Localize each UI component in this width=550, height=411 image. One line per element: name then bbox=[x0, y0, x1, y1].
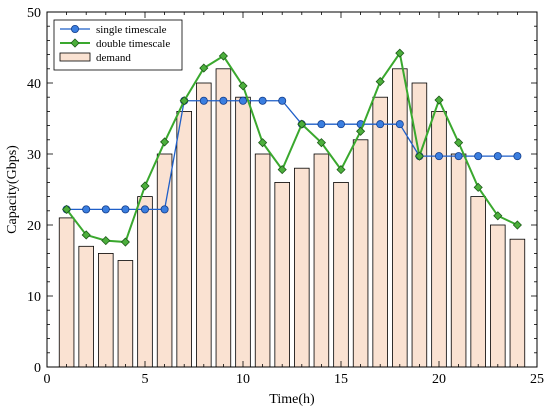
y-tick-label: 20 bbox=[27, 219, 41, 234]
demand-bar bbox=[137, 196, 153, 368]
x-axis-label: Time(h) bbox=[269, 392, 315, 407]
demand-bar bbox=[490, 224, 506, 368]
double-timescale-point bbox=[277, 165, 287, 175]
demand-bar bbox=[431, 111, 447, 368]
single-timescale-point bbox=[434, 152, 443, 161]
legend-entry: single timescale bbox=[60, 24, 167, 36]
x-tick-label: 10 bbox=[236, 372, 250, 387]
demand-bar bbox=[58, 217, 75, 368]
y-tick-label: 10 bbox=[27, 290, 41, 305]
double-timescale-point bbox=[473, 182, 483, 192]
x-tick-label: 5 bbox=[142, 372, 149, 387]
demand-bar bbox=[117, 260, 134, 368]
single-timescale-point bbox=[238, 96, 247, 105]
legend-swatch-marker bbox=[71, 24, 80, 33]
double-timescale-point bbox=[297, 119, 307, 129]
legend-entry: demand bbox=[59, 52, 131, 64]
demand-bar bbox=[98, 252, 114, 368]
double-timescale-point bbox=[454, 138, 464, 148]
single-timescale-point bbox=[474, 152, 483, 161]
axis-ticks: 0 5 10 15 20 25 0 10 20 30 40 50 bbox=[27, 6, 544, 387]
double-timescale-point bbox=[101, 236, 111, 246]
double-timescale-point bbox=[218, 51, 228, 61]
single-timescale-point bbox=[199, 96, 208, 105]
demand-bar bbox=[450, 153, 467, 368]
double-timescale-point bbox=[336, 165, 346, 175]
x-tick-label: 20 bbox=[432, 372, 446, 387]
legend-swatch-bar bbox=[59, 52, 91, 62]
double-timescale-point bbox=[395, 48, 405, 58]
double-timescale-point bbox=[238, 81, 248, 91]
single-timescale-point bbox=[454, 152, 463, 161]
demand-bar bbox=[372, 96, 388, 368]
double-timescale-point bbox=[258, 138, 268, 148]
single-timescale-point bbox=[493, 152, 502, 161]
demand-bar bbox=[78, 245, 94, 368]
double-timescale-point bbox=[81, 230, 91, 240]
y-tick-label: 30 bbox=[27, 148, 41, 163]
single-timescale-point bbox=[317, 120, 326, 129]
single-timescale-point bbox=[101, 205, 110, 214]
double-timescale-point bbox=[140, 181, 150, 191]
double-timescale-point bbox=[160, 137, 170, 147]
demand-bar bbox=[254, 153, 271, 368]
line-series bbox=[62, 48, 522, 247]
demand-bar bbox=[215, 68, 232, 368]
demand-bar bbox=[294, 167, 310, 368]
plot-border bbox=[46, 11, 538, 368]
single-timescale-line bbox=[66, 100, 518, 211]
single-timescale-point bbox=[160, 205, 169, 214]
x-tick-label: 25 bbox=[530, 372, 544, 387]
double-timescale-point bbox=[316, 138, 326, 148]
legend-label: demand bbox=[96, 52, 131, 64]
single-timescale-point bbox=[376, 120, 385, 129]
x-tick-label: 15 bbox=[334, 372, 348, 387]
double-timescale-point bbox=[120, 237, 130, 247]
double-timescale-point bbox=[493, 211, 503, 221]
double-timescale-point bbox=[62, 204, 72, 214]
demand-bar bbox=[176, 111, 192, 368]
double-timescale-point bbox=[179, 96, 189, 106]
plot-frame bbox=[46, 11, 538, 368]
double-timescale-point bbox=[414, 151, 424, 161]
double-timescale-point bbox=[356, 126, 366, 136]
legend-entry: double timescale bbox=[60, 38, 170, 50]
single-timescale-point bbox=[513, 152, 522, 161]
double-timescale-line bbox=[65, 50, 518, 244]
demand-bar bbox=[470, 196, 486, 368]
legend-swatch-marker bbox=[70, 38, 80, 48]
y-tick-label: 50 bbox=[27, 6, 41, 21]
double-timescale-point bbox=[512, 220, 522, 230]
demand-bar bbox=[313, 153, 330, 368]
single-timescale-point bbox=[395, 120, 404, 129]
y-axis-label: Capacity(Gbps) bbox=[5, 145, 20, 234]
demand-bar bbox=[235, 96, 251, 368]
demand-bar bbox=[196, 82, 212, 368]
demand-bar bbox=[274, 181, 290, 368]
demand-bar bbox=[333, 181, 349, 368]
demand-bars bbox=[58, 68, 526, 368]
single-timescale-point bbox=[82, 205, 91, 214]
demand-bar bbox=[392, 68, 408, 368]
legend-label: double timescale bbox=[96, 38, 170, 50]
single-timescale-point bbox=[140, 205, 149, 214]
single-timescale-point bbox=[121, 205, 130, 214]
y-tick-label: 0 bbox=[34, 361, 41, 376]
legend: single timescale double timescale demand bbox=[53, 19, 183, 71]
single-timescale-point bbox=[258, 96, 267, 105]
legend-label: single timescale bbox=[96, 24, 167, 36]
x-tick-label: 0 bbox=[44, 372, 51, 387]
demand-bar bbox=[509, 238, 526, 368]
y-tick-label: 40 bbox=[27, 77, 41, 92]
single-timescale-point bbox=[219, 96, 228, 105]
single-timescale-point bbox=[278, 96, 287, 105]
single-timescale-point bbox=[336, 120, 345, 129]
double-timescale-point bbox=[434, 95, 444, 105]
demand-bar bbox=[156, 153, 173, 368]
demand-bar bbox=[352, 139, 369, 368]
double-timescale-point bbox=[375, 77, 385, 87]
double-timescale-point bbox=[199, 63, 209, 73]
